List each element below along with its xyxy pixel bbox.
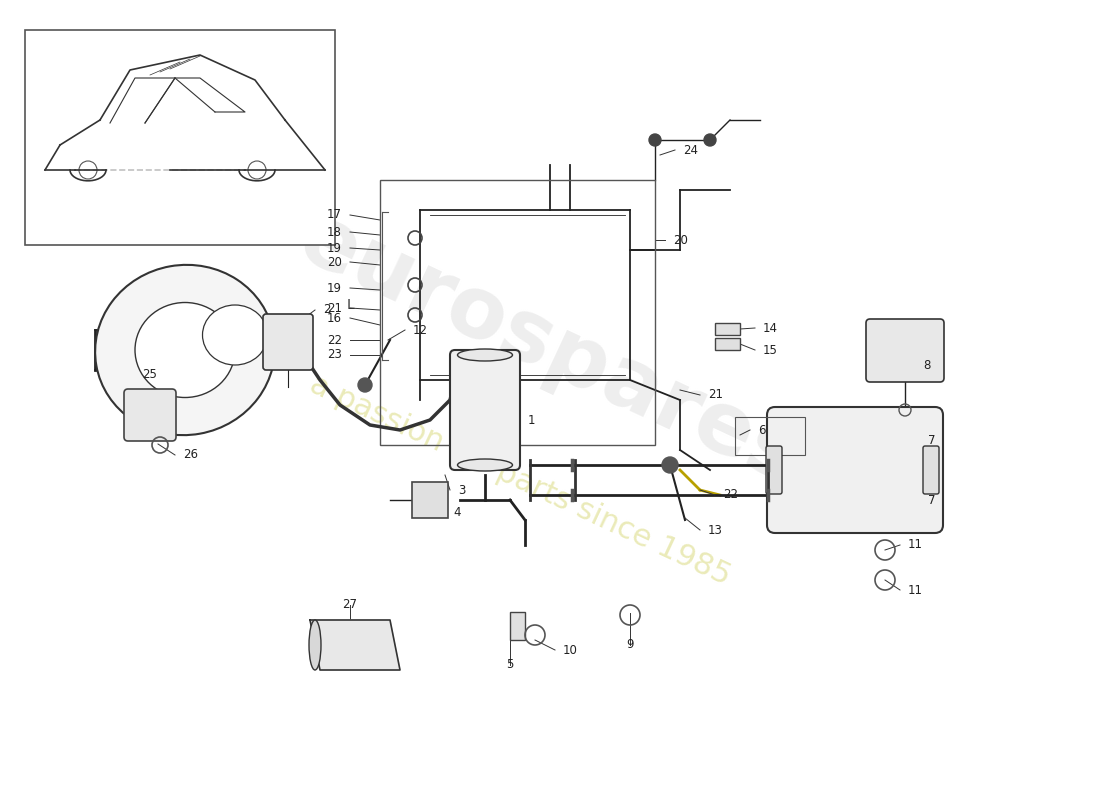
Text: 6: 6 <box>758 423 766 437</box>
FancyBboxPatch shape <box>767 407 943 533</box>
Bar <box>25 30 336 245</box>
Bar <box>379 180 654 445</box>
Bar <box>715 323 740 335</box>
Ellipse shape <box>309 620 321 670</box>
Text: 8: 8 <box>923 358 931 371</box>
FancyBboxPatch shape <box>766 446 782 494</box>
Text: 10: 10 <box>563 643 578 657</box>
Text: 16: 16 <box>327 311 342 325</box>
Ellipse shape <box>95 265 275 435</box>
Text: 20: 20 <box>673 234 688 246</box>
Text: 19: 19 <box>327 242 342 254</box>
Text: 19: 19 <box>327 282 342 294</box>
Text: 14: 14 <box>763 322 778 334</box>
Polygon shape <box>310 620 400 670</box>
Text: 22: 22 <box>723 489 738 502</box>
Text: 12: 12 <box>412 323 428 337</box>
Text: 1: 1 <box>528 414 536 426</box>
Text: 25: 25 <box>143 369 157 382</box>
Text: 21: 21 <box>708 389 723 402</box>
Text: 27: 27 <box>342 598 358 611</box>
Text: 11: 11 <box>908 583 923 597</box>
Text: 11: 11 <box>908 538 923 551</box>
Text: 18: 18 <box>327 226 342 238</box>
Circle shape <box>358 378 372 392</box>
Bar <box>412 482 448 518</box>
Circle shape <box>704 134 716 146</box>
Text: 13: 13 <box>708 523 723 537</box>
Ellipse shape <box>458 459 513 471</box>
FancyBboxPatch shape <box>923 446 939 494</box>
Text: 17: 17 <box>327 209 342 222</box>
Circle shape <box>662 457 678 473</box>
Text: 4: 4 <box>453 506 461 518</box>
Bar <box>735 417 805 455</box>
Circle shape <box>649 134 661 146</box>
Text: 26: 26 <box>183 449 198 462</box>
Text: 5: 5 <box>506 658 514 671</box>
Text: 21: 21 <box>327 302 342 314</box>
Bar <box>715 338 740 350</box>
Text: 22: 22 <box>327 334 342 346</box>
Text: L: L <box>346 298 354 312</box>
Text: 20: 20 <box>327 255 342 269</box>
Text: 23: 23 <box>327 349 342 362</box>
Ellipse shape <box>202 305 267 365</box>
Text: 2: 2 <box>323 303 330 317</box>
FancyBboxPatch shape <box>866 319 944 382</box>
FancyBboxPatch shape <box>124 389 176 441</box>
Text: 7: 7 <box>928 494 935 506</box>
Ellipse shape <box>458 349 513 361</box>
Text: 3: 3 <box>458 483 465 497</box>
Text: 15: 15 <box>763 343 778 357</box>
Text: 9: 9 <box>626 638 634 651</box>
Text: 24: 24 <box>683 143 698 157</box>
Bar <box>510 612 525 640</box>
Text: eurospares: eurospares <box>286 198 814 502</box>
FancyBboxPatch shape <box>263 314 313 370</box>
Text: a passion for parts since 1985: a passion for parts since 1985 <box>305 370 735 590</box>
Text: 7: 7 <box>928 434 935 446</box>
FancyBboxPatch shape <box>450 350 520 470</box>
Ellipse shape <box>135 302 235 398</box>
